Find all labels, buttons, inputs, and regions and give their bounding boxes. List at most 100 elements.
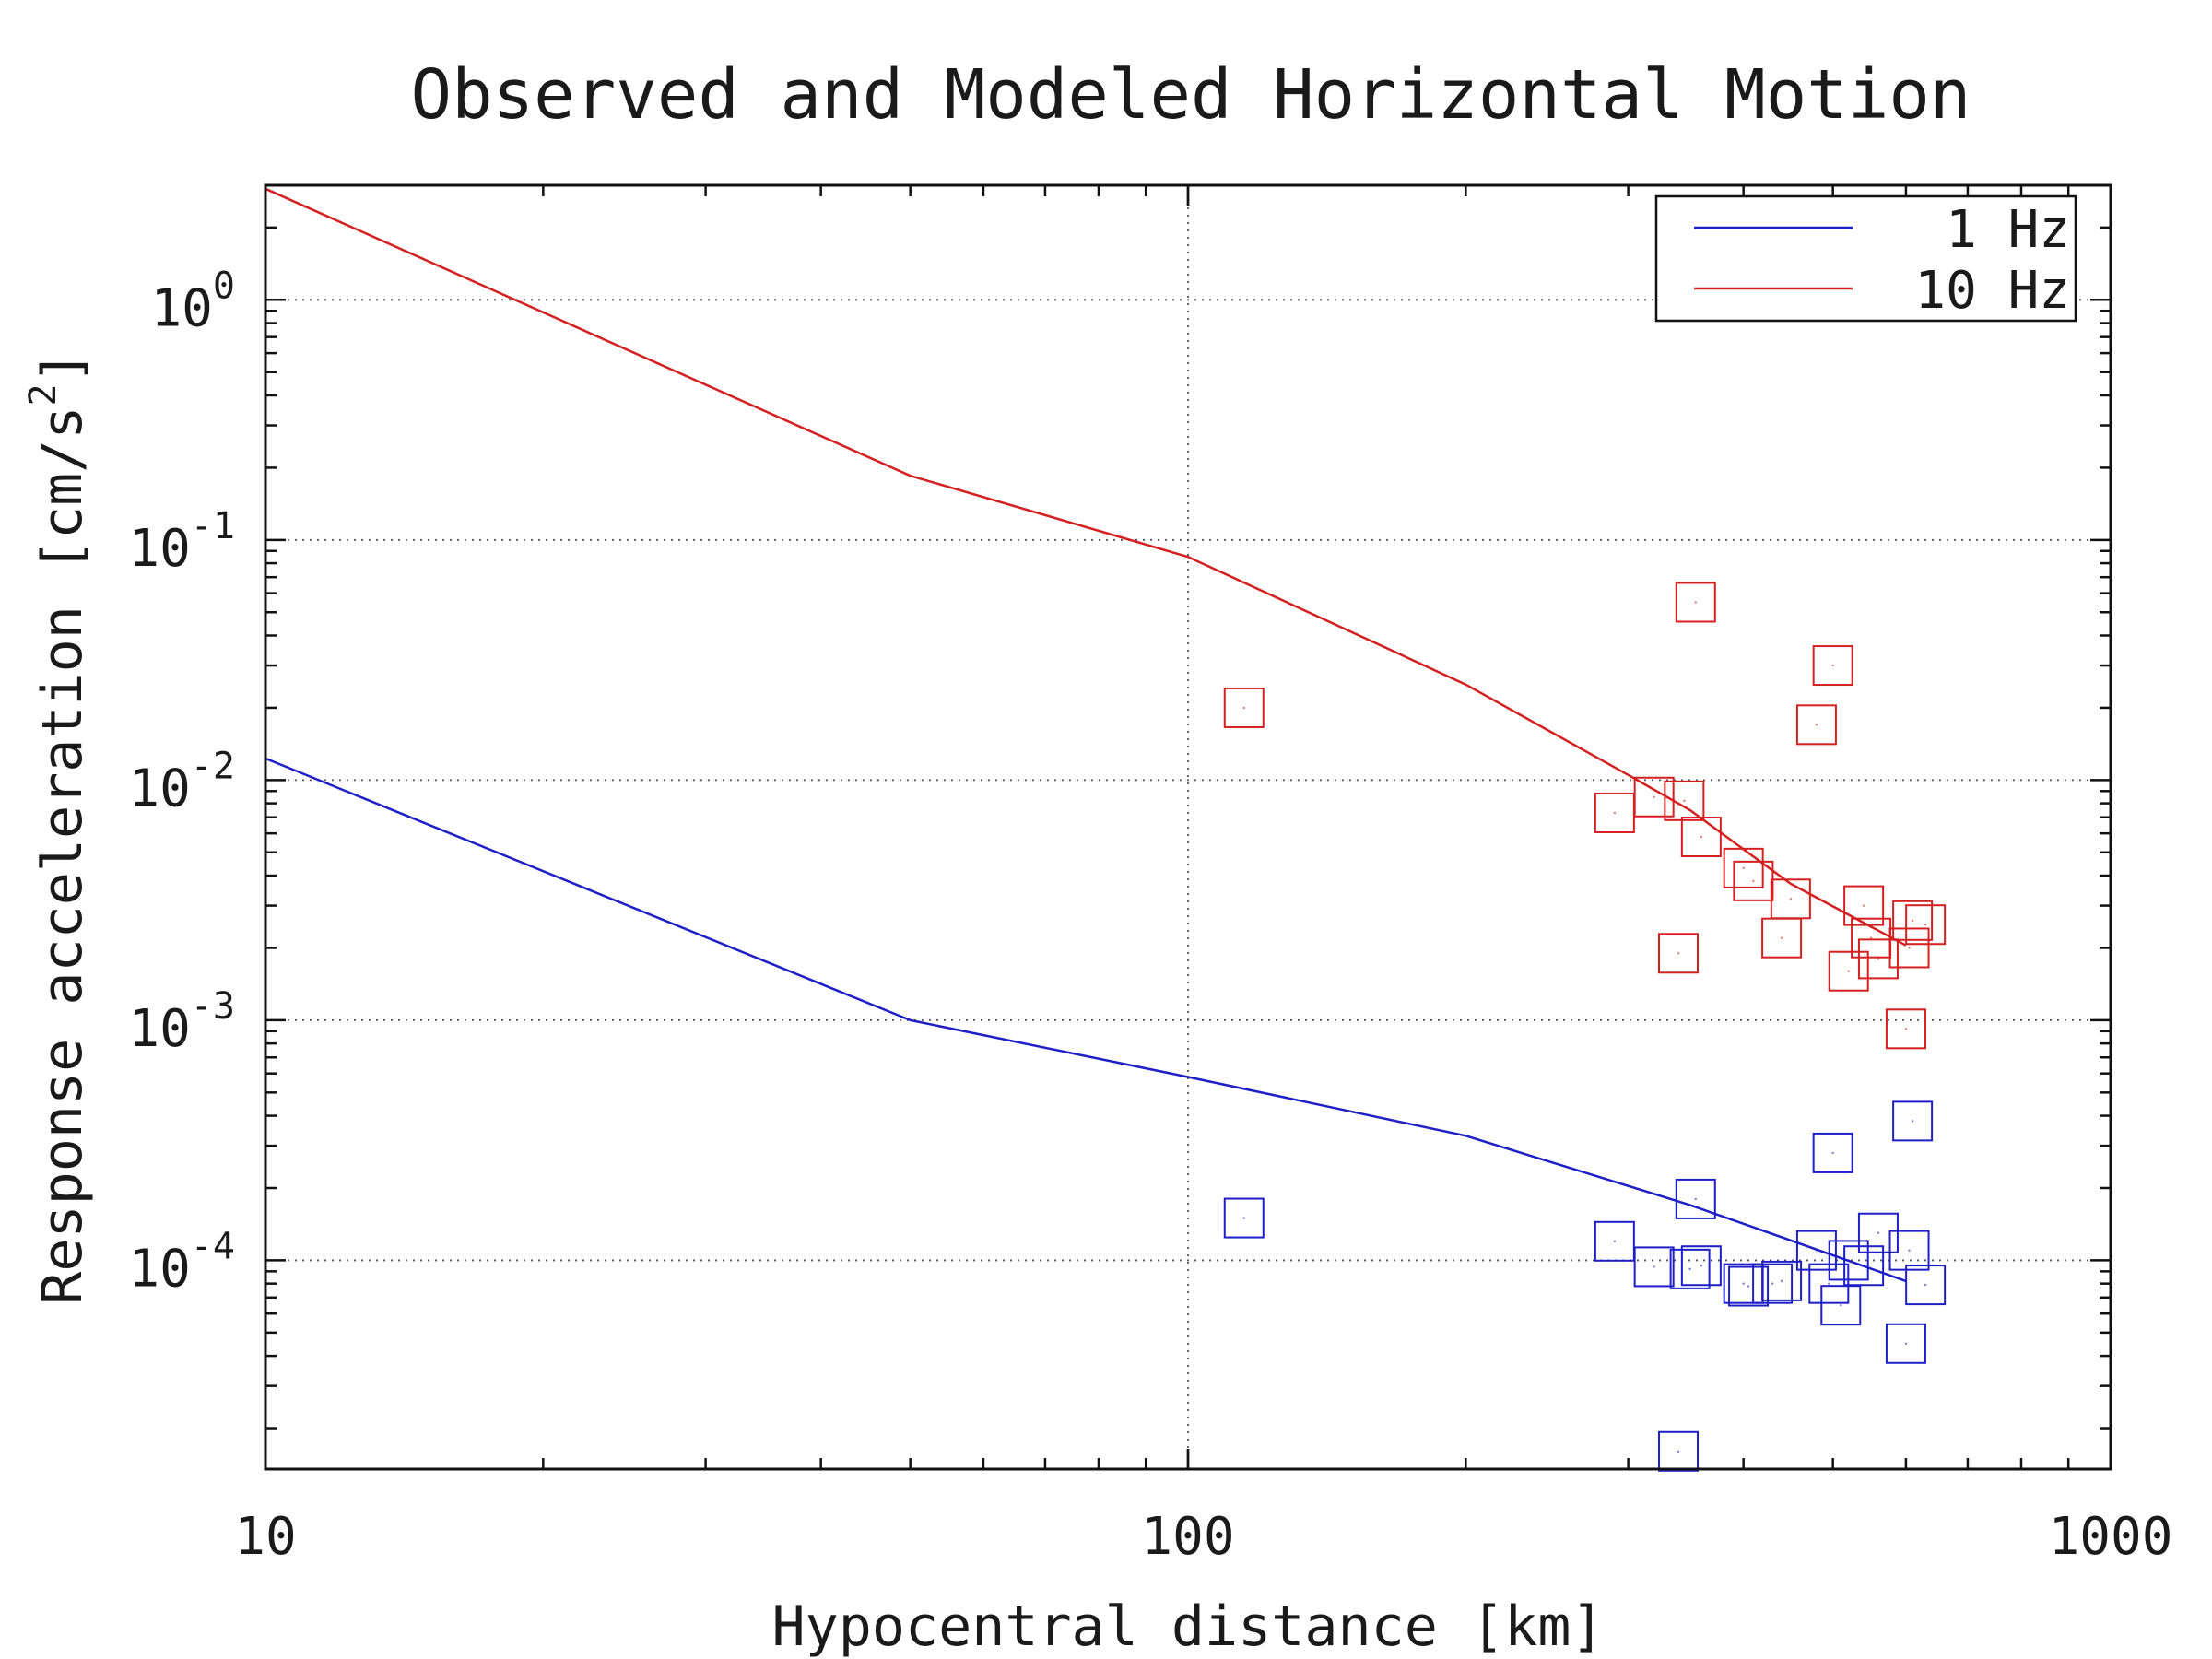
y-tick-label-base: 10 xyxy=(150,278,212,338)
data-point-marker xyxy=(1633,1246,1675,1288)
data-point-marker xyxy=(1675,1178,1716,1219)
data-point-marker xyxy=(1795,1230,1837,1271)
data-point-marker xyxy=(1828,1240,1869,1281)
data-point-center xyxy=(1904,1342,1908,1345)
data-point-center xyxy=(1694,601,1697,604)
data-point-marker xyxy=(1752,1263,1794,1304)
series-lines xyxy=(265,187,1907,1283)
series-line-10-hz xyxy=(265,187,1907,947)
data-point-center xyxy=(1911,919,1914,922)
data-point-marker xyxy=(1761,1260,1803,1301)
data-point-center xyxy=(1613,811,1617,815)
data-point-marker xyxy=(1223,1197,1265,1239)
grid-lines xyxy=(265,185,2111,1469)
data-point-marker xyxy=(1820,1285,1862,1326)
data-point-marker xyxy=(1658,1430,1700,1472)
y-axis-label-end: ] xyxy=(30,350,95,383)
data-point-center xyxy=(1694,1197,1697,1201)
data-point-center xyxy=(1747,1285,1750,1288)
data-point-marker xyxy=(1892,1100,1934,1142)
data-point-marker xyxy=(1857,938,1899,980)
data-point-marker xyxy=(1680,816,1722,857)
data-point-marker xyxy=(1633,776,1675,818)
plot-frame xyxy=(264,183,2112,1471)
data-point-marker xyxy=(1905,904,1947,946)
y-tick-label: 10-4 xyxy=(128,1225,235,1299)
x-tick-labels: 10 100 1000 xyxy=(234,1507,2172,1567)
data-point-center xyxy=(1242,706,1245,710)
data-point-center xyxy=(1771,1282,1774,1285)
data-point-center xyxy=(1780,936,1783,939)
data-point-center xyxy=(1828,1282,1830,1285)
data-point-center xyxy=(1908,1249,1911,1252)
data-point-marker xyxy=(1857,1212,1899,1253)
data-point-center xyxy=(1613,1240,1617,1242)
data-point-center xyxy=(1789,898,1793,900)
data-point-marker xyxy=(1664,780,1705,821)
data-point-marker xyxy=(1658,933,1700,974)
y-tick-label-exponent: -4 xyxy=(191,1225,235,1267)
data-point-marker xyxy=(1888,927,1930,969)
x-tick-label: 1000 xyxy=(2049,1507,2173,1567)
data-point-center xyxy=(1677,1450,1680,1453)
data-point-center xyxy=(1908,947,1911,949)
data-point-center xyxy=(1815,1249,1818,1252)
data-point-center xyxy=(1688,1267,1691,1271)
data-point-center xyxy=(1924,1283,1927,1287)
data-point-center xyxy=(1653,1265,1655,1268)
data-point-marker xyxy=(1905,1265,1947,1306)
data-point-marker xyxy=(1723,847,1764,888)
y-tick-label-base: 10 xyxy=(128,1239,190,1299)
data-point-center xyxy=(1831,664,1834,667)
data-point-marker xyxy=(1675,582,1716,623)
y-tick-label-exponent: -1 xyxy=(191,505,235,547)
legend: 1 Hz 10 Hz xyxy=(1654,194,2077,323)
data-point-center xyxy=(1815,724,1818,726)
legend-label-1hz: 1 Hz xyxy=(1946,200,2070,260)
series-line-1-hz xyxy=(265,757,1907,1283)
y-axis-label-sup: 2 xyxy=(22,383,65,406)
data-point-marker xyxy=(1888,1230,1930,1271)
data-point-marker xyxy=(1728,1265,1770,1307)
y-tick-label-base: 10 xyxy=(128,519,190,579)
data-point-marker xyxy=(1795,704,1837,746)
data-point-center xyxy=(1847,970,1850,972)
x-tick-label: 10 xyxy=(234,1507,296,1567)
x-tick-label: 100 xyxy=(1141,1507,1234,1567)
data-point-center xyxy=(1904,1028,1908,1030)
data-point-marker xyxy=(1885,1008,1926,1050)
data-point-center xyxy=(1700,1265,1703,1267)
data-point-marker xyxy=(1812,1132,1853,1173)
data-point-marker xyxy=(1885,1323,1926,1364)
data-point-center xyxy=(1862,904,1865,907)
y-tick-label-base: 10 xyxy=(128,999,190,1059)
y-tick-label: 10-2 xyxy=(128,745,235,818)
data-point-marker xyxy=(1892,900,1934,941)
y-tick-label: 100 xyxy=(150,265,235,338)
legend-label-10hz: 10 Hz xyxy=(1914,261,2070,321)
y-axis-label: Response acceleration [cm/s2] xyxy=(22,350,95,1305)
data-point-center xyxy=(1677,952,1680,955)
data-point-marker xyxy=(1733,860,1774,901)
data-point-center xyxy=(1780,1279,1783,1283)
data-point-center xyxy=(1877,1231,1880,1234)
y-tick-label-exponent: -2 xyxy=(191,745,235,787)
data-point-marker xyxy=(1680,1245,1722,1287)
data-point-center xyxy=(1242,1217,1245,1219)
y-axis-label-main: Response acceleration [cm/s xyxy=(30,406,95,1304)
y-tick-label-exponent: 0 xyxy=(213,265,235,307)
y-tick-label-exponent: -3 xyxy=(191,985,235,1028)
data-point-center xyxy=(1877,958,1880,960)
data-point-marker xyxy=(1669,1248,1711,1289)
data-point-marker xyxy=(1843,885,1885,926)
x-axis-label: Hypocentral distance [km] xyxy=(771,1594,1604,1659)
y-tick-label: 10-3 xyxy=(128,985,235,1059)
data-point-marker xyxy=(1594,1220,1635,1262)
data-markers xyxy=(1223,582,1947,1472)
data-point-center xyxy=(1742,866,1745,870)
data-point-center xyxy=(1742,1282,1745,1285)
y-tick-label: 10-1 xyxy=(128,505,235,579)
chart-title: Observed and Modeled Horizontal Motion xyxy=(411,55,1971,135)
data-point-center xyxy=(1752,879,1755,883)
